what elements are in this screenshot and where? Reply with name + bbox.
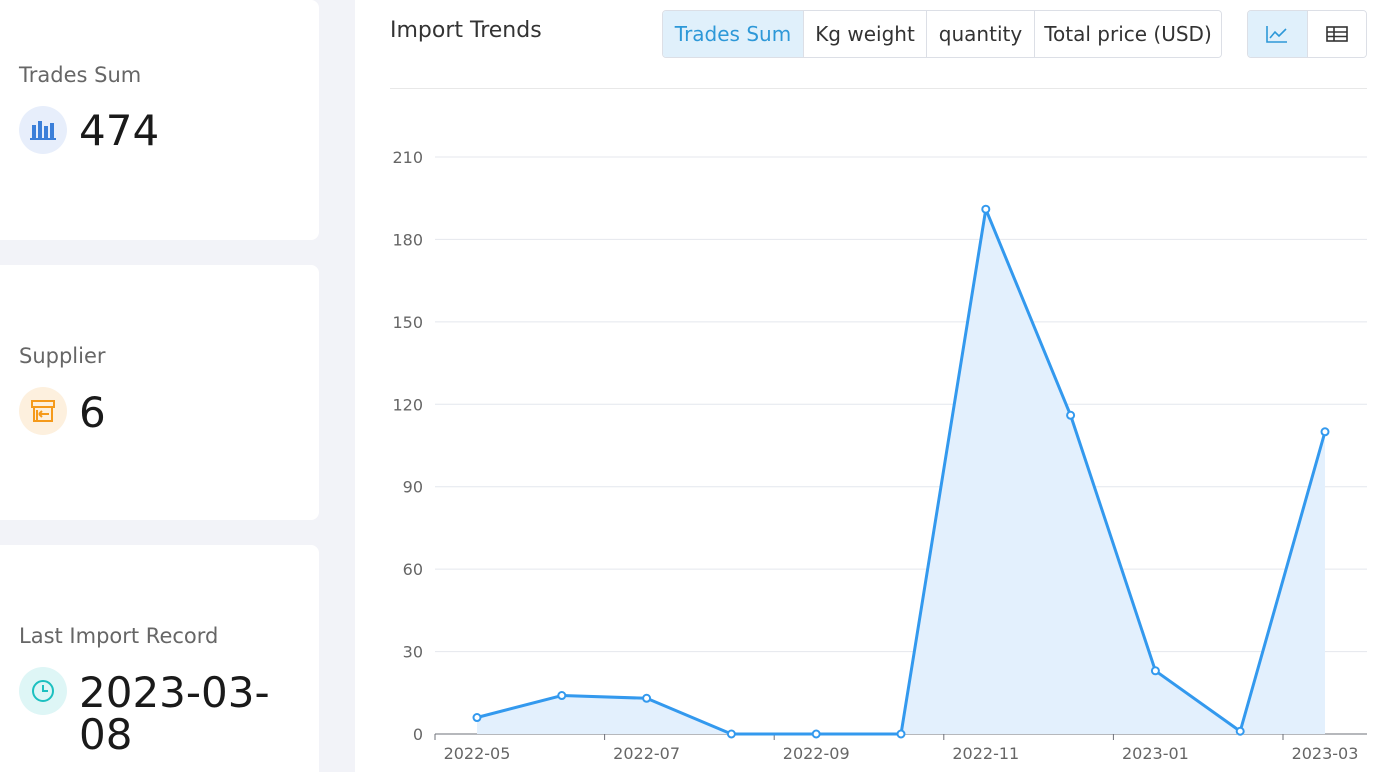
data-point bbox=[726, 729, 736, 739]
trend-chart: 0 30 60 90 120 150 180 210 2022-05 2022-07 2022-09… bbox=[392, 148, 1367, 763]
tab-trades-sum[interactable]: Trades Sum bbox=[663, 11, 803, 57]
store-icon bbox=[19, 387, 67, 435]
panel-title: Import Trends bbox=[390, 18, 542, 43]
x-tick-label: 2023-03 bbox=[1292, 744, 1359, 763]
summary-column: Trades Sum 474 Supplier 6 Last Import Re… bbox=[0, 0, 319, 772]
y-tick-label: 0 bbox=[413, 725, 423, 744]
data-point bbox=[896, 729, 906, 739]
data-point bbox=[1320, 427, 1330, 437]
y-tick-label: 60 bbox=[403, 560, 423, 579]
view-toggle bbox=[1247, 10, 1367, 58]
y-tick-label: 30 bbox=[403, 643, 423, 662]
data-point bbox=[557, 691, 567, 701]
x-tick-label: 2023-01 bbox=[1122, 744, 1189, 763]
data-point bbox=[981, 204, 991, 214]
x-tick-label: 2022-11 bbox=[952, 744, 1019, 763]
series-line bbox=[476, 207, 1327, 736]
data-point bbox=[1066, 410, 1076, 420]
tab-total-price[interactable]: Total price (USD) bbox=[1034, 11, 1221, 57]
table-icon[interactable] bbox=[1306, 11, 1366, 57]
supplier-label: Supplier bbox=[19, 344, 106, 368]
series-area bbox=[477, 209, 1325, 734]
clock-icon bbox=[19, 667, 67, 715]
header-divider bbox=[390, 88, 1367, 89]
line-chart-icon[interactable] bbox=[1248, 11, 1307, 57]
x-tick-label: 2022-09 bbox=[783, 744, 850, 763]
y-tick-label: 150 bbox=[392, 313, 423, 332]
supplier-value: 6 bbox=[79, 388, 106, 437]
data-point bbox=[472, 713, 482, 723]
y-tick-label: 180 bbox=[392, 230, 423, 249]
x-tick-label: 2022-07 bbox=[613, 744, 680, 763]
data-point bbox=[1150, 666, 1160, 676]
y-tick-label: 90 bbox=[403, 478, 423, 497]
bar-chart-icon bbox=[19, 106, 67, 154]
supplier-card: Supplier 6 bbox=[0, 265, 319, 520]
y-tick-label: 210 bbox=[392, 148, 423, 167]
last-import-label: Last Import Record bbox=[19, 624, 219, 648]
import-trends-panel: Import Trends Trades Sum Kg weight quant… bbox=[355, 0, 1385, 772]
trades-sum-value: 474 bbox=[79, 106, 160, 155]
metric-tab-group: Trades Sum Kg weight quantity Total pric… bbox=[662, 10, 1222, 58]
y-tick-label: 120 bbox=[392, 395, 423, 414]
last-import-value: 2023-03-08 bbox=[79, 668, 270, 759]
trades-sum-card: Trades Sum 474 bbox=[0, 0, 319, 240]
data-point bbox=[642, 693, 652, 703]
x-tick-label: 2022-05 bbox=[444, 744, 511, 763]
last-import-card: Last Import Record 2023-03-08 bbox=[0, 545, 319, 772]
trades-sum-label: Trades Sum bbox=[19, 63, 142, 87]
data-point bbox=[1235, 726, 1245, 736]
data-point bbox=[811, 729, 821, 739]
tab-quantity[interactable]: quantity bbox=[926, 11, 1034, 57]
tab-kg-weight[interactable]: Kg weight bbox=[803, 11, 926, 57]
